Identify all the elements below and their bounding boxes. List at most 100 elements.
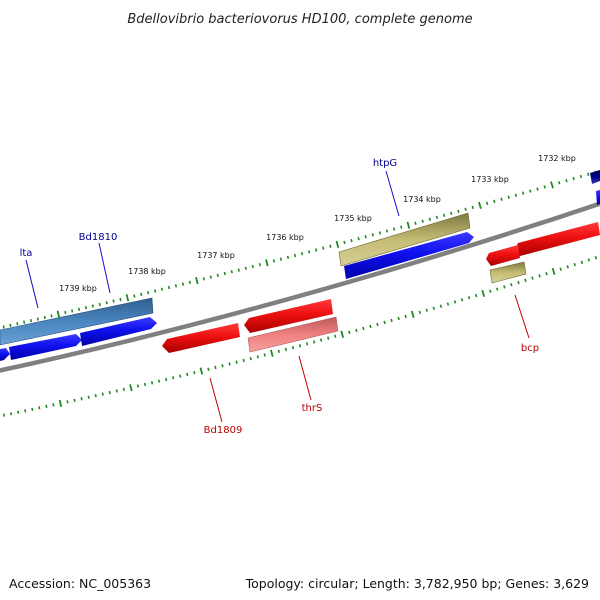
- inner-ruler-minor-tick: [376, 322, 379, 327]
- outer-ruler-minor-tick: [322, 246, 325, 250]
- outer-ruler-minor-tick: [91, 304, 94, 308]
- inner-ruler-minor-tick: [334, 334, 337, 338]
- inner-ruler-minor-tick: [390, 318, 393, 323]
- inner-ticks: [3, 255, 598, 417]
- gene-forward-arrow-far-right-blue[interactable]: [596, 190, 600, 205]
- thrs-leader-line: [298, 355, 312, 401]
- gene-label-htpg[interactable]: htpG: [373, 158, 397, 169]
- inner-ruler-minor-tick: [489, 289, 492, 293]
- outer-ruler-minor-tick: [471, 205, 474, 210]
- outer-ruler-minor-tick: [315, 248, 318, 252]
- inner-ruler-minor-tick: [580, 260, 584, 264]
- inner-ruler-minor-tick: [172, 376, 175, 380]
- gene-forward-arrow-bd1810[interactable]: [80, 317, 157, 346]
- gene-label-thrs[interactable]: thrS: [302, 403, 323, 414]
- inner-ruler-minor-tick: [327, 336, 330, 340]
- tick-label-1736: 1736 kbp: [266, 233, 304, 242]
- outer-ruler-minor-tick: [457, 209, 460, 214]
- outer-ruler-minor-tick: [9, 323, 12, 327]
- inner-ruler-minor-tick: [150, 381, 154, 385]
- outer-ruler-minor-tick: [140, 292, 143, 296]
- outer-ruler-minor-tick: [392, 227, 396, 231]
- gene-forward-arrow-htpg-blue[interactable]: [344, 232, 474, 279]
- outer-ruler-minor-tick: [77, 307, 81, 311]
- inner-ruler-minor-tick: [369, 324, 372, 329]
- outer-ruler-minor-tick: [364, 235, 367, 239]
- outer-ruler-minor-tick: [428, 217, 431, 222]
- inner-ruler-minor-tick: [52, 403, 55, 407]
- inner-ruler-minor-tick: [517, 280, 520, 285]
- inner-ruler-minor-tick: [157, 379, 161, 383]
- inner-ruler-minor-tick: [474, 293, 478, 298]
- inner-tick-ruler: [3, 255, 598, 417]
- gene-reverse-arrow-far-right[interactable]: [515, 222, 600, 256]
- outer-ruler-minor-tick: [385, 229, 389, 233]
- inner-ruler-minor-tick: [207, 367, 210, 371]
- outer-ruler-minor-tick: [147, 291, 150, 295]
- gene-reverse-arrow-thrs-red[interactable]: [244, 299, 333, 333]
- accession-label: Accession: NC_005363: [9, 576, 152, 591]
- inner-ruler-minor-tick: [284, 347, 288, 352]
- gene-label-bd1809[interactable]: Bd1809: [204, 425, 243, 436]
- inner-ruler-minor-tick: [249, 356, 252, 361]
- outer-ruler-minor-tick: [286, 255, 290, 259]
- outer-ruler-major-tick: [550, 181, 554, 189]
- gene-bd1810[interactable]: [0, 297, 154, 346]
- outer-ruler-minor-tick: [414, 221, 417, 225]
- inner-ruler-minor-tick: [432, 306, 436, 310]
- outer-ruler-minor-tick: [174, 284, 178, 288]
- inner-ruler-minor-tick: [87, 395, 90, 399]
- outer-ruler-minor-tick: [521, 191, 525, 195]
- inner-ruler-minor-tick: [355, 328, 358, 333]
- outer-ruler-minor-tick: [71, 309, 74, 313]
- inner-ruler-minor-tick: [143, 382, 147, 387]
- inner-ruler-minor-tick: [503, 285, 506, 289]
- gene-htpg[interactable]: [338, 212, 471, 267]
- gene-forward-arrow-far-right-navy[interactable]: [590, 170, 600, 184]
- outer-ruler-minor-tick: [464, 207, 467, 212]
- gene-bcp[interactable]: [489, 261, 527, 284]
- inner-ruler-minor-tick: [122, 387, 125, 391]
- outer-ruler-minor-tick: [237, 268, 240, 272]
- inner-ruler-minor-tick: [510, 283, 513, 287]
- outer-ruler-minor-tick: [357, 236, 360, 241]
- outer-ruler-minor-tick: [64, 310, 67, 315]
- inner-ruler-minor-tick: [319, 338, 323, 342]
- gene-reverse-arrow-bcp-red[interactable]: [486, 245, 520, 266]
- outer-ruler-minor-tick: [507, 195, 510, 199]
- inner-ruler-minor-tick: [38, 406, 41, 410]
- inner-ruler-minor-tick: [453, 300, 457, 304]
- gene-thrs[interactable]: [247, 316, 339, 353]
- reverse-strand-genes: [162, 222, 600, 353]
- outer-ruler-major-tick: [335, 240, 340, 248]
- outer-ruler-minor-tick: [400, 225, 403, 229]
- inner-ruler-minor-tick: [439, 304, 443, 308]
- forward-strand-genes: [0, 170, 600, 361]
- outer-ruler-minor-tick: [378, 231, 382, 235]
- inner-ruler-minor-tick: [594, 255, 598, 260]
- outer-ruler-major-tick: [265, 259, 269, 267]
- inner-ruler-minor-tick: [305, 342, 309, 346]
- gene-label-lta[interactable]: lta: [20, 248, 33, 259]
- outer-ruler-minor-tick: [272, 259, 276, 263]
- inner-ruler-minor-tick: [235, 360, 238, 364]
- outer-ruler-minor-tick: [160, 287, 164, 291]
- outer-ruler-minor-tick: [112, 299, 115, 303]
- inner-ruler-minor-tick: [193, 371, 196, 375]
- gene-label-bd1810[interactable]: Bd1810: [79, 232, 118, 243]
- inner-ruler-minor-tick: [108, 390, 111, 395]
- gene-forward-arrow-lta[interactable]: [9, 334, 82, 360]
- inner-ruler-minor-tick: [397, 316, 400, 321]
- inner-ruler-minor-tick: [538, 274, 541, 278]
- inner-ruler-minor-tick: [418, 310, 421, 315]
- inner-ruler-minor-tick: [277, 349, 280, 353]
- inner-ruler-minor-tick: [587, 258, 591, 262]
- outer-ruler-minor-tick: [29, 318, 33, 323]
- outer-ruler-minor-tick: [188, 280, 192, 285]
- outer-ruler-minor-tick: [50, 314, 53, 318]
- gene-label-bcp[interactable]: bcp: [521, 343, 539, 354]
- gene-forward-arrow-edge-left[interactable]: [0, 348, 10, 361]
- htpg-leader-line: [385, 170, 400, 217]
- gene-bd1809[interactable]: [162, 323, 240, 353]
